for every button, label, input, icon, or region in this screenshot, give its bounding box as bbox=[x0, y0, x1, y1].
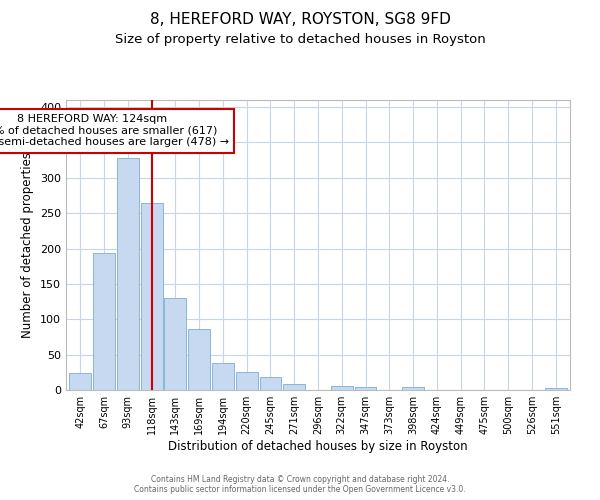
Bar bbox=[212, 363, 234, 390]
Bar bbox=[117, 158, 139, 390]
Bar bbox=[188, 329, 210, 390]
Bar bbox=[331, 386, 353, 390]
Bar bbox=[140, 202, 163, 390]
Bar bbox=[164, 298, 186, 390]
Text: Contains HM Land Registry data © Crown copyright and database right 2024.
Contai: Contains HM Land Registry data © Crown c… bbox=[134, 474, 466, 494]
X-axis label: Distribution of detached houses by size in Royston: Distribution of detached houses by size … bbox=[168, 440, 468, 453]
Bar bbox=[236, 372, 257, 390]
Bar bbox=[355, 387, 376, 390]
Text: 8, HEREFORD WAY, ROYSTON, SG8 9FD: 8, HEREFORD WAY, ROYSTON, SG8 9FD bbox=[149, 12, 451, 28]
Bar bbox=[93, 254, 115, 390]
Text: 8 HEREFORD WAY: 124sqm
← 55% of detached houses are smaller (617)
43% of semi-de: 8 HEREFORD WAY: 124sqm ← 55% of detached… bbox=[0, 114, 229, 148]
Bar bbox=[545, 388, 566, 390]
Y-axis label: Number of detached properties: Number of detached properties bbox=[22, 152, 34, 338]
Bar bbox=[260, 378, 281, 390]
Bar bbox=[402, 387, 424, 390]
Text: Size of property relative to detached houses in Royston: Size of property relative to detached ho… bbox=[115, 32, 485, 46]
Bar bbox=[283, 384, 305, 390]
Bar bbox=[70, 373, 91, 390]
